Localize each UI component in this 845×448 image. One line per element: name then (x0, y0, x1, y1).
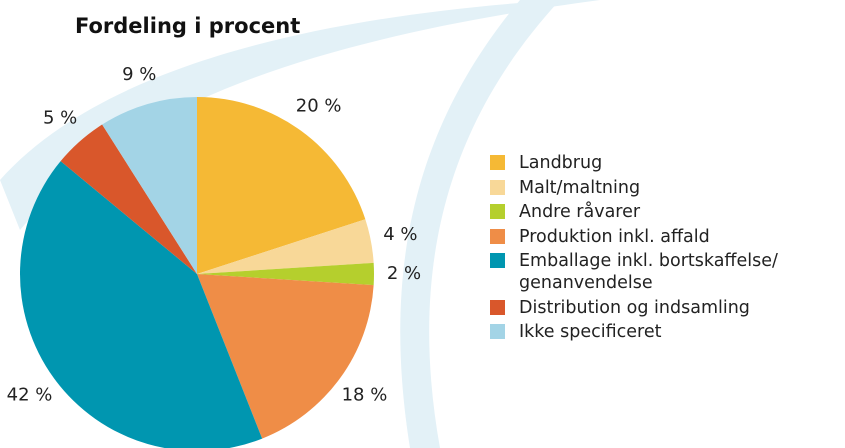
legend-label: Produktion inkl. affald (519, 226, 710, 247)
legend-item: Produktion inkl. affald (490, 226, 840, 248)
legend-swatch (490, 179, 505, 195)
legend-swatch (490, 299, 505, 315)
pie: 20 % 4 % 2 % 18 % 42 % 5 % 9 % (7, 64, 421, 448)
pie-slice (60, 124, 197, 274)
pie-slice (197, 274, 374, 439)
pie-slice (102, 97, 197, 274)
pie-slice (20, 161, 263, 448)
pie-slice (197, 262, 374, 286)
legend-label: Distribution og indsamling (519, 297, 750, 318)
data-label: 9 % (122, 64, 156, 85)
legend-label: Emballage inkl. bortskaffelse/ genanvend… (519, 251, 778, 293)
legend-swatch (490, 253, 505, 268)
legend-item: Malt/maltning (490, 177, 840, 199)
legend-item: Distribution og indsamling (490, 297, 840, 319)
legend-item: Ikke specificeret (490, 321, 840, 343)
legend-swatch (490, 204, 505, 219)
data-label: 18 % (342, 385, 388, 406)
pie-slice (197, 97, 366, 274)
legend-item: Emballage inkl. bortskaffelse/ genanvend… (490, 250, 840, 294)
legend-swatch (490, 324, 505, 339)
legend-label: Malt/maltning (519, 177, 641, 198)
legend-label: Landbrug (519, 153, 603, 173)
legend-swatch (490, 228, 505, 244)
legend-item: Landbrug (490, 152, 840, 174)
legend-swatch (490, 155, 505, 170)
data-label: 4 % (383, 224, 417, 245)
legend-label: Andre råvarer (519, 202, 641, 222)
chart-title: Fordeling i procent (75, 14, 301, 38)
data-label: 2 % (387, 263, 421, 284)
pie-slice (197, 219, 374, 274)
background-swoosh (400, 0, 560, 448)
legend-label: Ikke specificeret (519, 322, 662, 342)
legend-item: Andre råvarer (490, 201, 840, 223)
data-label: 20 % (296, 96, 342, 117)
data-label: 42 % (7, 385, 53, 406)
data-label: 5 % (43, 108, 77, 129)
legend: Landbrug Malt/maltning Andre råvarer Produk… (490, 152, 840, 346)
